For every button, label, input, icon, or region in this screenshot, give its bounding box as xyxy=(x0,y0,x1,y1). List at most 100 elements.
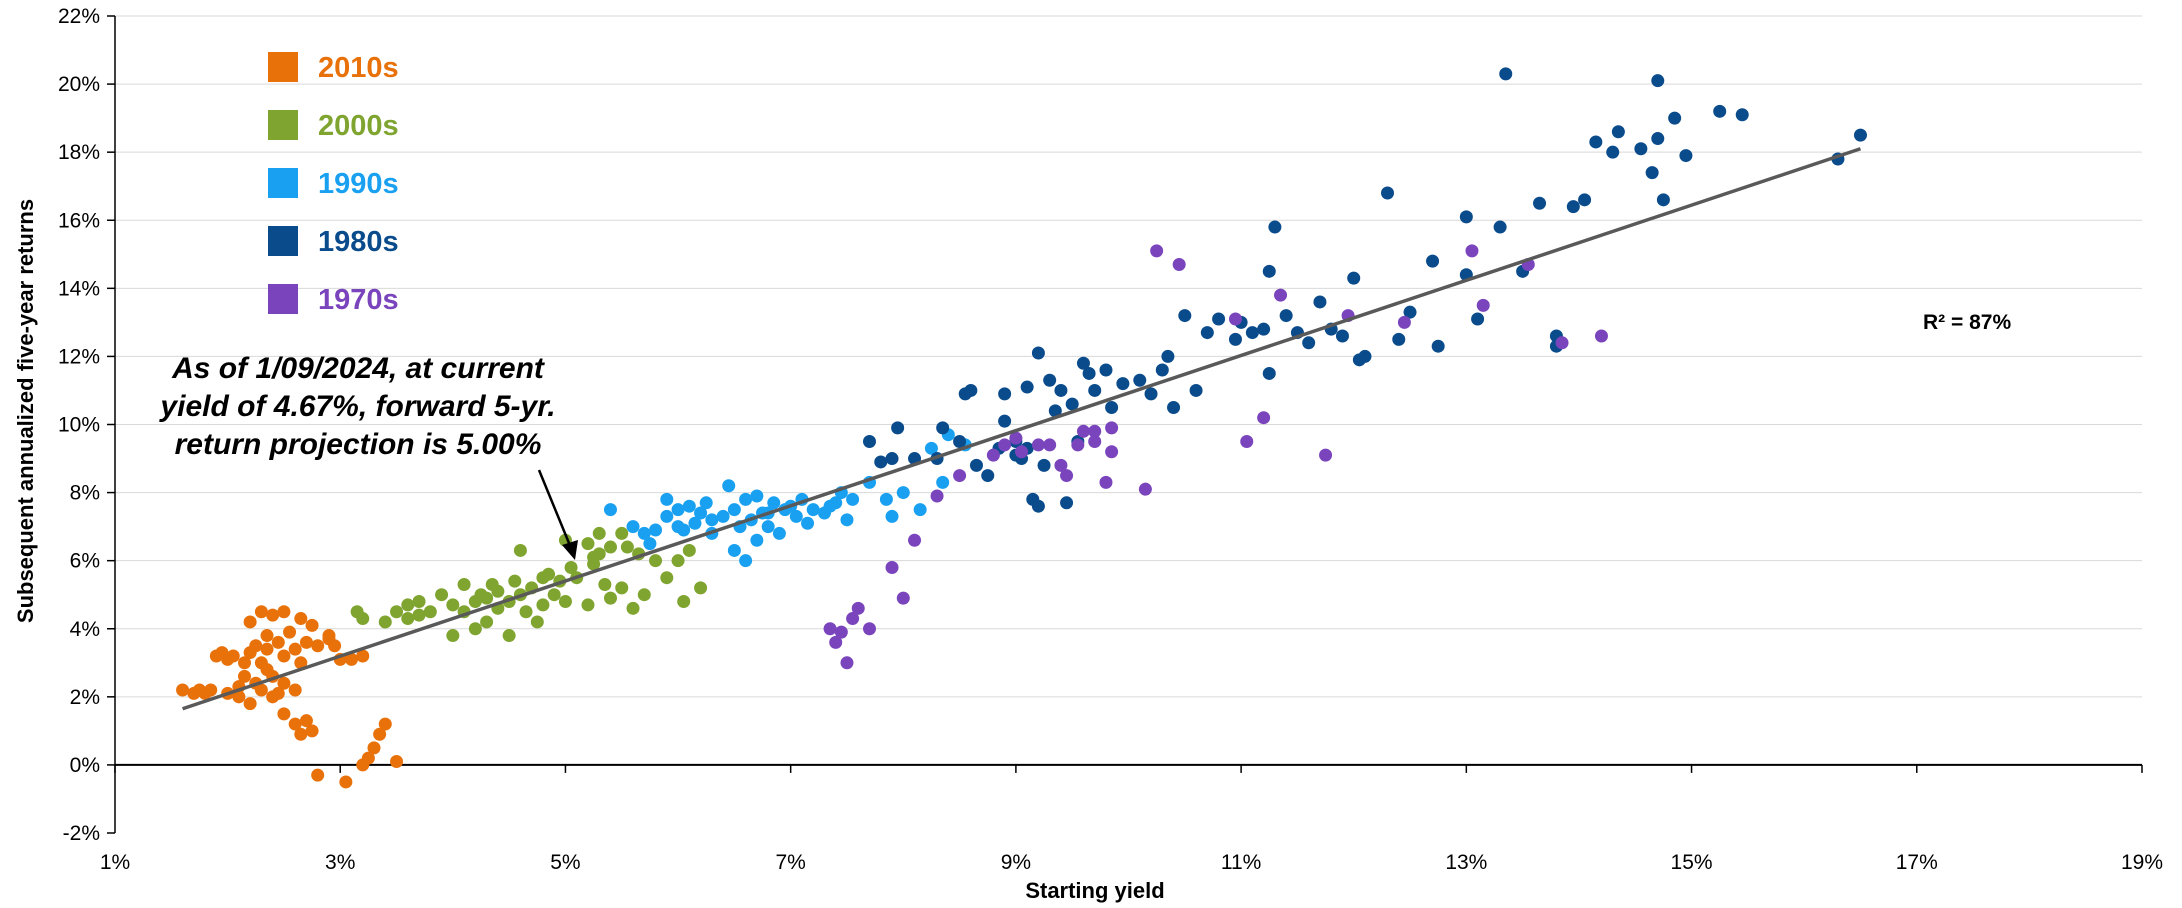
trendline-group xyxy=(182,147,1862,711)
point-1980s xyxy=(1133,373,1147,387)
y-axis-title: Subsequent annualized five-year returns xyxy=(13,199,38,623)
point-1980s xyxy=(1200,326,1214,340)
annotation-arrowhead xyxy=(562,540,578,560)
point-2010s xyxy=(311,768,325,782)
point-1980s xyxy=(1499,67,1513,81)
point-1970s xyxy=(1099,475,1113,489)
point-1990s xyxy=(682,499,696,513)
legend-label-2010s: 2010s xyxy=(318,52,399,84)
point-1990s xyxy=(722,479,736,493)
y-tick-label: 2% xyxy=(70,686,100,709)
point-2000s xyxy=(694,581,708,595)
legend-swatch-1990s xyxy=(268,168,298,198)
point-1970s xyxy=(1228,312,1242,326)
point-1970s xyxy=(1105,445,1119,459)
point-1980s xyxy=(1578,193,1592,207)
point-2010s xyxy=(378,717,392,731)
r-squared-label: R² = 87% xyxy=(1923,311,2011,334)
point-1980s xyxy=(1392,332,1406,346)
point-2010s xyxy=(294,656,308,670)
point-2010s xyxy=(277,605,291,619)
point-1970s xyxy=(823,622,837,636)
point-1990s xyxy=(688,516,702,530)
point-2010s xyxy=(260,629,274,643)
point-1990s xyxy=(801,516,815,530)
point-1970s xyxy=(1257,411,1271,425)
point-1980s xyxy=(1533,196,1547,210)
x-tick-label: 9% xyxy=(1001,851,1031,874)
point-2000s xyxy=(457,577,471,591)
point-2000s xyxy=(446,629,460,643)
point-1980s xyxy=(1645,166,1659,180)
point-1980s xyxy=(1431,339,1445,353)
annotation: As of 1/09/2024, at current yield of 4.6… xyxy=(158,352,578,560)
point-1970s xyxy=(1071,438,1085,452)
point-1970s xyxy=(1240,435,1254,449)
point-1990s xyxy=(727,543,741,557)
point-1980s xyxy=(1161,349,1175,363)
point-2010s xyxy=(294,727,308,741)
point-2000s xyxy=(649,554,663,568)
point-2000s xyxy=(401,612,415,626)
point-1980s xyxy=(874,455,888,469)
point-1970s xyxy=(1054,458,1068,472)
point-2000s xyxy=(378,615,392,629)
point-1990s xyxy=(643,537,657,551)
point-1980s xyxy=(862,435,876,449)
point-1970s xyxy=(998,438,1012,452)
point-1980s xyxy=(969,458,983,472)
y-tick-label: 10% xyxy=(58,414,100,437)
point-1970s xyxy=(953,469,967,483)
point-2010s xyxy=(238,669,252,683)
point-1980s xyxy=(1426,254,1440,268)
point-1990s xyxy=(896,486,910,500)
point-2000s xyxy=(508,574,522,588)
point-2010s xyxy=(204,683,218,697)
point-2010s xyxy=(232,690,246,704)
point-1980s xyxy=(1065,397,1079,411)
point-1970s xyxy=(1274,288,1288,302)
x-tick-label: 5% xyxy=(550,851,580,874)
point-2010s xyxy=(344,652,358,666)
point-1990s xyxy=(671,503,685,517)
point-1990s xyxy=(761,520,775,534)
point-2000s xyxy=(671,554,685,568)
point-2000s xyxy=(530,615,544,629)
point-1980s xyxy=(885,452,899,466)
point-2010s xyxy=(226,649,240,663)
point-2010s xyxy=(254,605,268,619)
point-2000s xyxy=(637,588,651,602)
point-1970s xyxy=(1088,435,1102,449)
point-1990s xyxy=(750,489,764,503)
point-1970s xyxy=(930,489,944,503)
point-2000s xyxy=(401,598,415,612)
point-1980s xyxy=(1611,125,1625,139)
point-1980s xyxy=(1189,383,1203,397)
point-1970s xyxy=(1476,298,1490,312)
y-tick-label: 6% xyxy=(70,550,100,573)
x-tick-label: 1% xyxy=(100,851,130,874)
point-2010s xyxy=(260,642,274,656)
point-1970s xyxy=(896,591,910,605)
legend-label-2000s: 2000s xyxy=(318,110,399,142)
y-tick-label: 8% xyxy=(70,482,100,505)
point-2000s xyxy=(581,537,595,551)
point-1990s xyxy=(637,526,651,540)
point-2000s xyxy=(412,595,426,609)
point-1980s xyxy=(1459,210,1473,224)
y-tick-label: 4% xyxy=(70,618,100,641)
point-2000s xyxy=(581,598,595,612)
point-1990s xyxy=(913,503,927,517)
annotation-arrow-shaft xyxy=(537,469,573,549)
point-1990s xyxy=(603,503,617,517)
point-2000s xyxy=(587,550,601,564)
point-2010s xyxy=(299,714,313,728)
point-1990s xyxy=(694,506,708,520)
legend-label-1970s: 1970s xyxy=(318,284,399,316)
point-1980s xyxy=(1279,309,1293,323)
annotation-line-2: yield of 4.67%, forward 5-yr. xyxy=(158,390,555,423)
point-1990s xyxy=(626,520,640,534)
point-2010s xyxy=(277,676,291,690)
point-1980s xyxy=(1566,200,1580,214)
point-1980s xyxy=(953,435,967,449)
